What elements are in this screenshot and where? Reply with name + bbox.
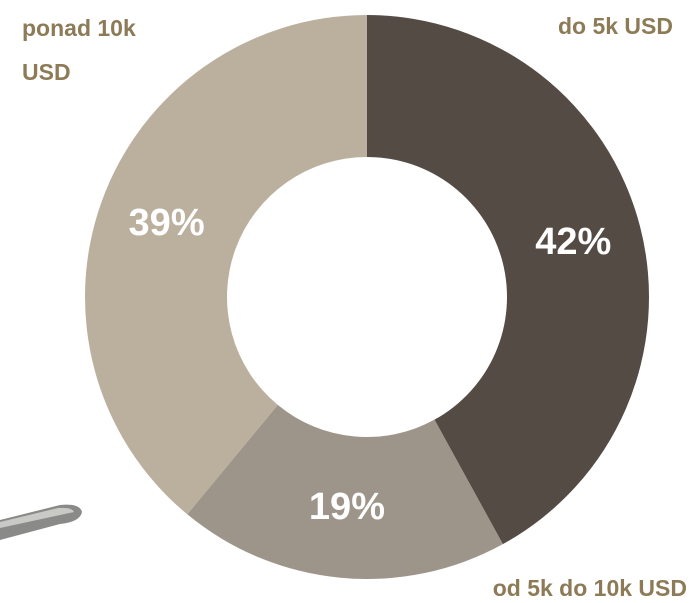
donut-slice <box>187 404 503 579</box>
donut-slice <box>85 15 367 515</box>
value-label: 19% <box>309 486 385 528</box>
category-label: od 5k do 10k USD <box>492 575 687 601</box>
pen-highlight <box>0 507 74 528</box>
category-label: ponad 10k USD <box>22 15 136 85</box>
value-label: 39% <box>129 202 205 244</box>
donut-slice <box>367 15 649 545</box>
category-label: do 5k USD <box>557 13 673 39</box>
value-label: 42% <box>535 221 611 263</box>
